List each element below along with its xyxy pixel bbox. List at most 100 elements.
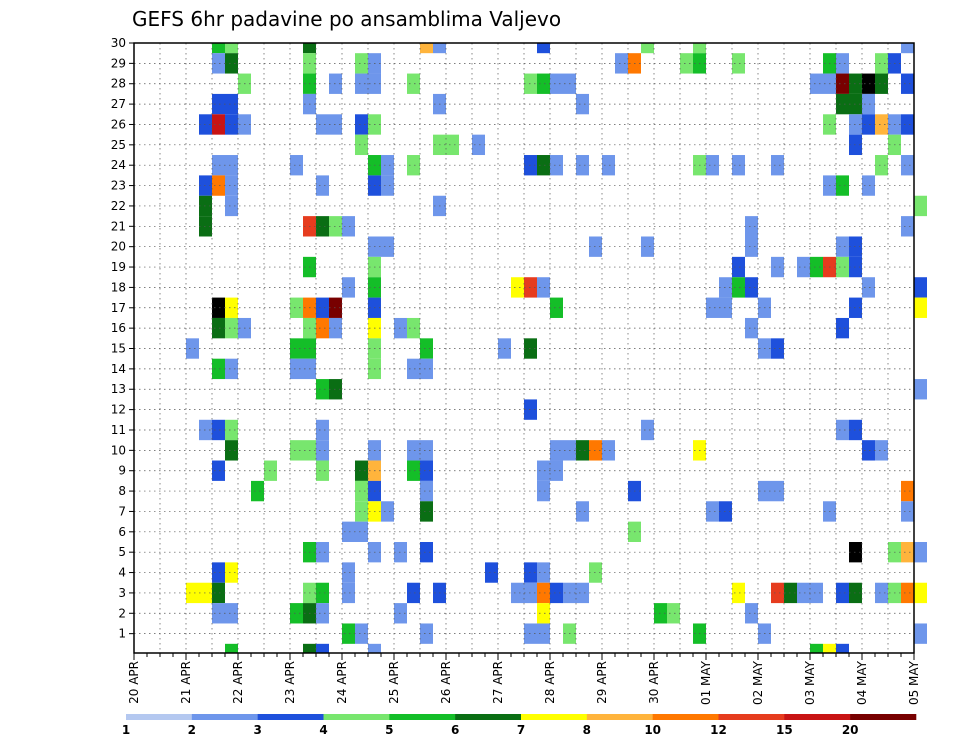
colorbar-segment [586,714,653,720]
heatmap-cell [836,236,849,257]
heatmap-cell [407,440,420,461]
x-tick-label: 25 APR [387,661,401,704]
y-tick-label: 9 [118,464,126,478]
heatmap-cell [732,277,745,298]
colorbar-segment [850,714,917,720]
heatmap-cell [316,643,329,653]
heatmap-cell [225,114,238,135]
heatmap-cell [745,603,758,624]
x-tick-label: 01 MAY [699,660,713,705]
heatmap-cell [290,338,303,359]
heatmap-cell [797,582,810,604]
heatmap-cell [576,582,589,604]
heatmap-cell [810,643,823,653]
x-tick-label: 24 APR [335,661,349,704]
heatmap-cell [212,297,225,318]
y-tick-label: 22 [111,199,126,213]
heatmap-cell [836,53,849,74]
colorbar-segment [126,714,193,720]
heatmap-cell [212,114,225,135]
heatmap-cell [355,53,368,74]
y-tick-label: 19 [111,260,126,274]
heatmap-cell [576,440,589,461]
heatmap-cell [771,480,784,502]
heatmap-cell [212,317,225,339]
heatmap-cell [212,562,225,583]
x-tick-label: 29 APR [595,661,609,704]
heatmap-cell [901,114,914,135]
heatmap-cell [771,582,784,604]
y-tick-label: 6 [118,525,126,539]
x-tick-label: 28 APR [543,661,557,704]
heatmap-cell [420,358,433,380]
x-tick-label: 26 APR [439,661,453,704]
heatmap-cell [316,603,329,624]
y-tick-label: 15 [111,342,126,356]
heatmap-cell [420,501,433,522]
heatmap-cell [537,562,550,583]
heatmap-cell [303,43,316,54]
heatmap-cell [342,277,355,298]
heatmap-cell [225,53,238,74]
heatmap-cell [420,43,433,54]
colorbar-label: 10 [644,723,661,737]
y-tick-label: 3 [118,586,126,600]
heatmap-cell [693,43,706,54]
heatmap-cell [836,317,849,339]
colorbar-segment [521,714,588,720]
heatmap-cell [550,155,563,176]
heatmap-cell [355,501,368,522]
heatmap-cell [914,379,927,400]
heatmap-cell [342,562,355,583]
x-tick-label: 02 MAY [751,660,765,705]
heatmap-cell [407,582,420,604]
heatmap-cell [316,317,329,339]
heatmap-cell [420,338,433,359]
heatmap-cell [407,73,420,94]
heatmap-cell [212,53,225,74]
heatmap-cell [355,480,368,502]
heatmap-cell [745,216,758,237]
heatmap-cell [225,419,238,441]
heatmap-cell [355,521,368,542]
colorbar-segment [455,714,522,720]
heatmap-cell [342,582,355,604]
heatmap-cell [225,643,238,653]
heatmap-cell [355,114,368,135]
heatmap-cell [914,297,927,318]
chart-title: GEFS 6hr padavine po ansamblima Valjevo [132,7,561,31]
heatmap-cell [290,358,303,380]
heatmap-cell [420,460,433,481]
heatmap-cell [875,114,888,135]
heatmap-cell [914,623,927,644]
heatmap-cell [875,582,888,604]
grid-lines [134,42,914,653]
colorbar-label: 15 [776,723,793,737]
heatmap-cell [186,338,199,359]
heatmap-cell [680,53,693,74]
y-tick-label: 8 [118,484,126,498]
heatmap-cell [368,643,381,653]
heatmap-cell [225,562,238,583]
heatmap-cell [212,419,225,441]
heatmap-cell [771,256,784,278]
heatmap-cell [186,582,199,604]
heatmap-cell [212,155,225,176]
y-tick-label: 7 [118,504,126,518]
heatmap-cell [576,93,589,115]
heatmap-cell [316,114,329,135]
y-tick-label: 20 [111,240,126,254]
y-tick-label: 4 [118,566,126,580]
heatmap-cell [407,155,420,176]
heatmap-cell [225,43,238,54]
x-tick-label: 30 APR [647,661,661,704]
heatmap-cell [212,43,225,54]
heatmap-cell [225,175,238,196]
heatmap-cell [420,480,433,502]
heatmap-cell [316,542,329,563]
colorbar-label: 2 [188,723,196,737]
x-tick-label: 03 MAY [803,660,817,705]
y-tick-label: 5 [118,545,126,559]
colorbar-label: 3 [253,723,261,737]
heatmap-cell [836,419,849,441]
